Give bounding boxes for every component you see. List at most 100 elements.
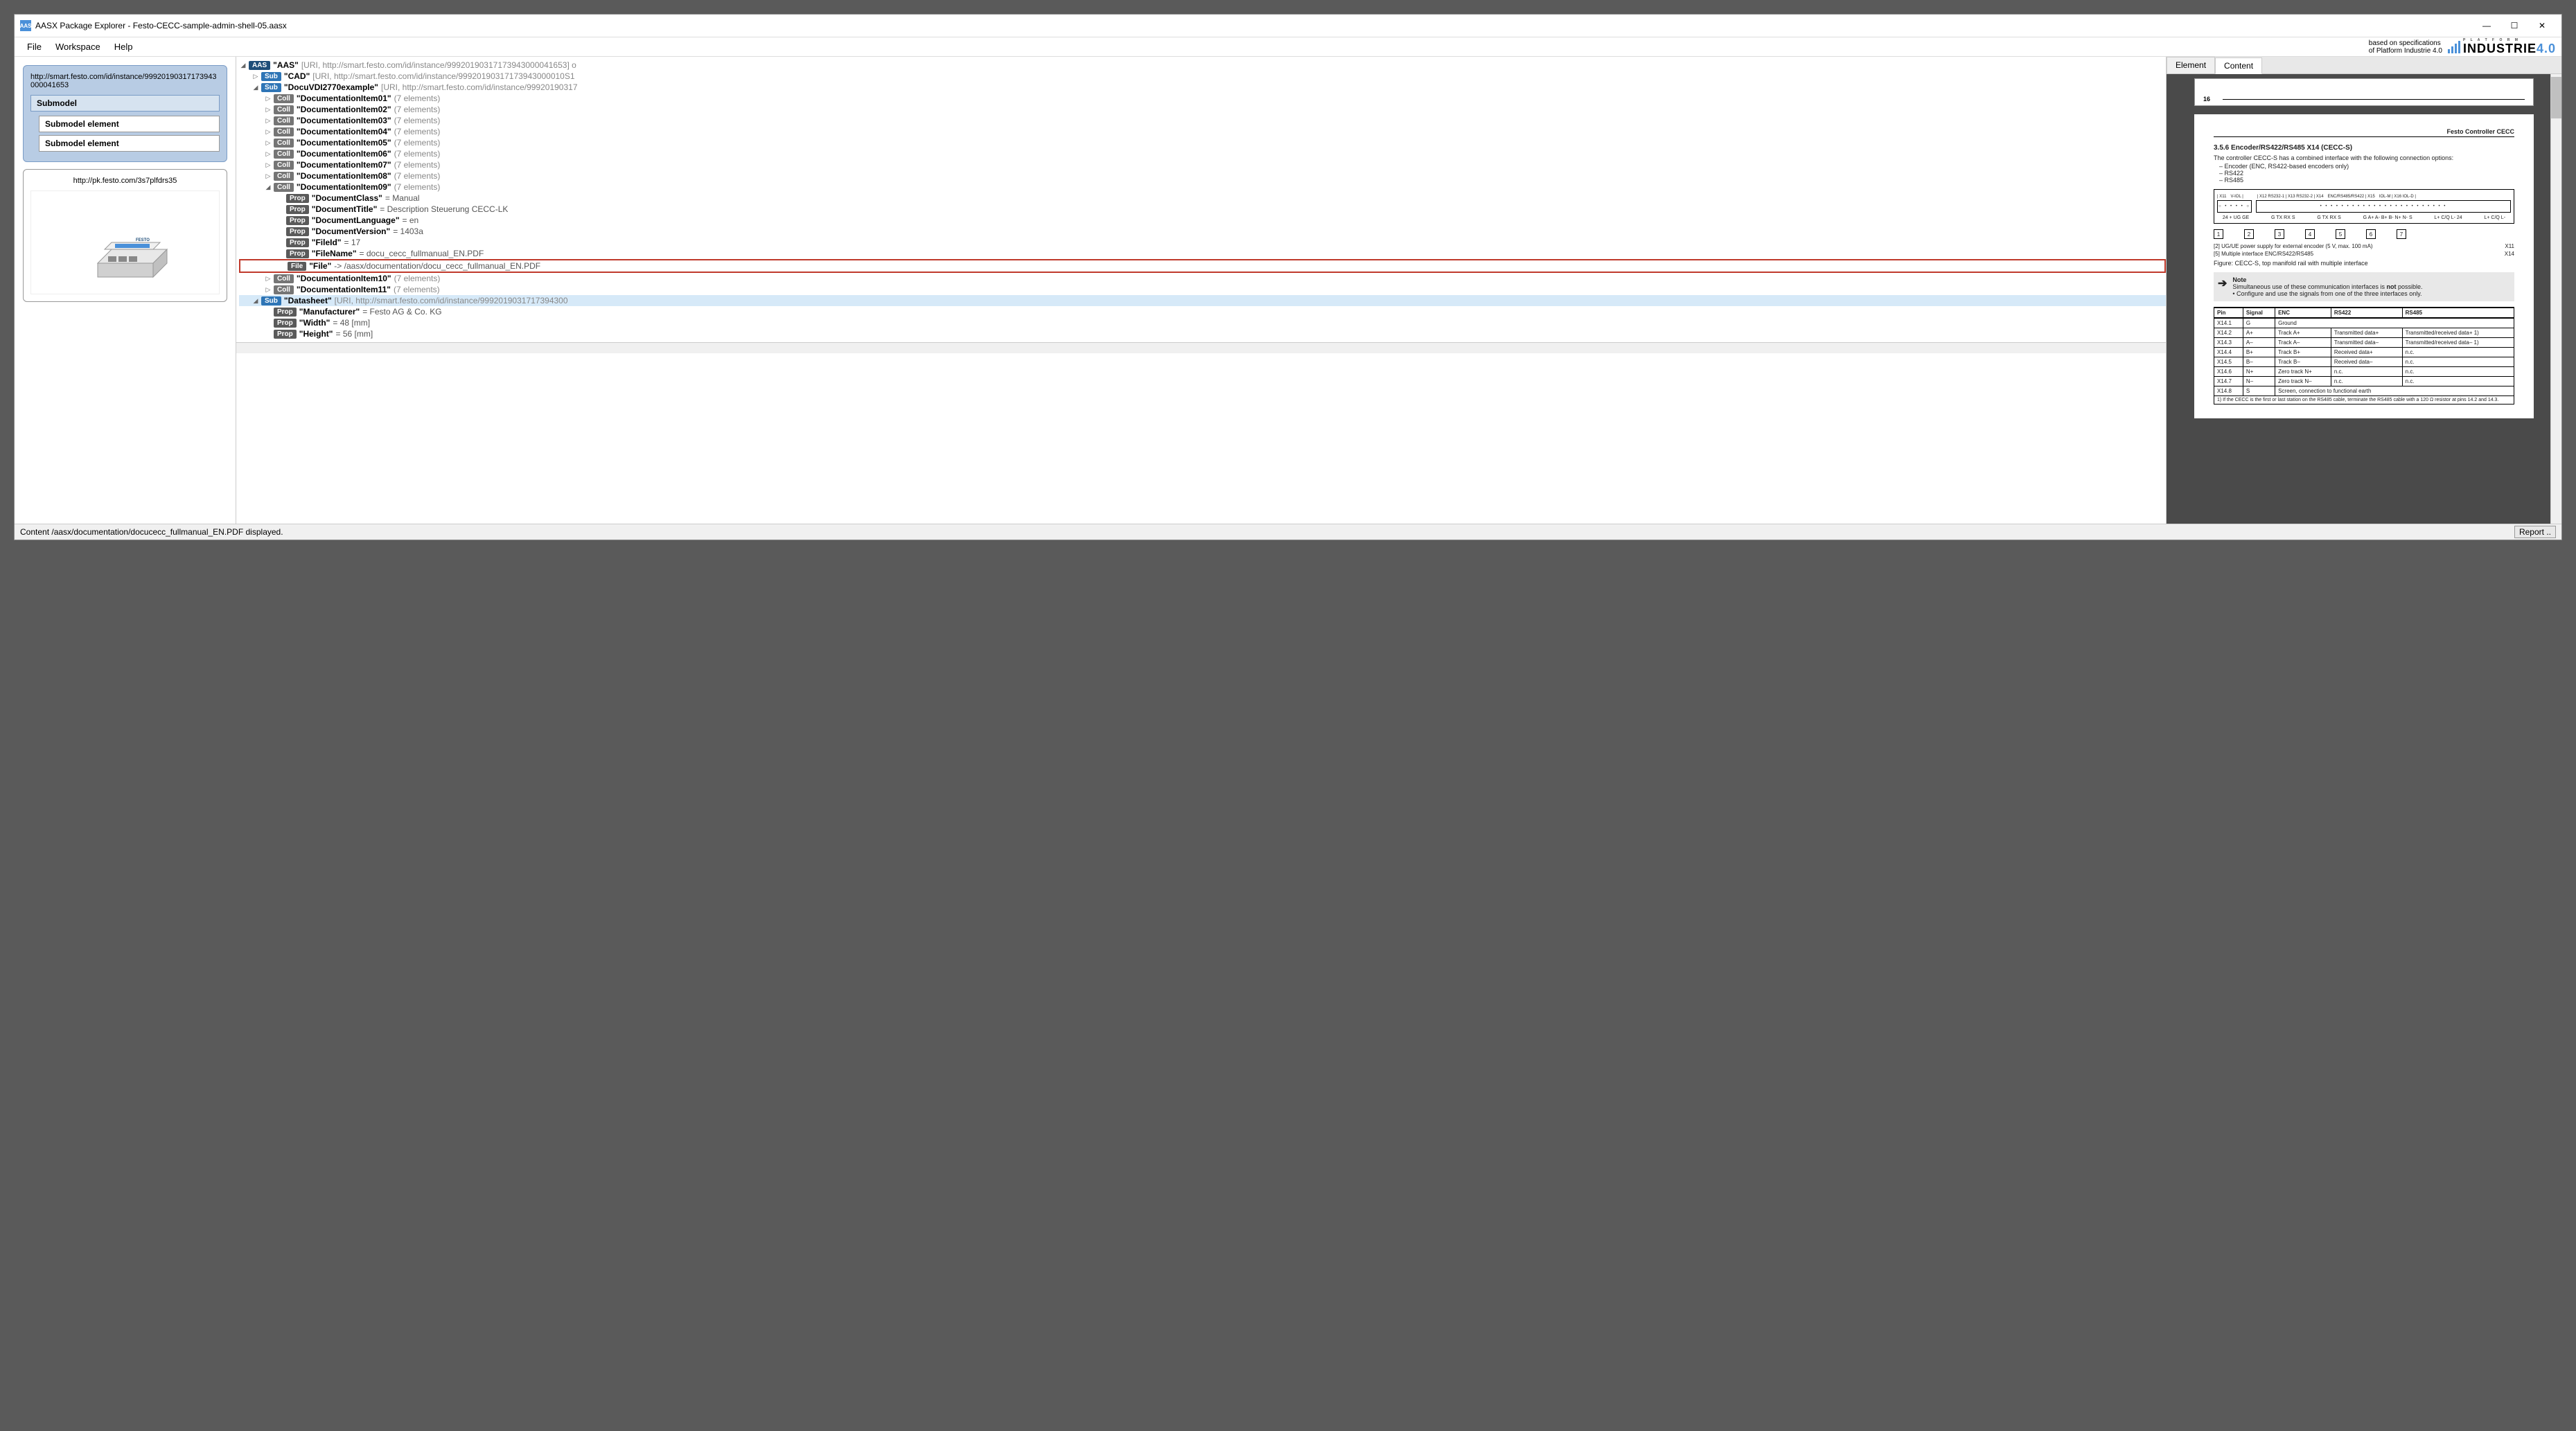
- tree-meta: (7 elements): [394, 274, 441, 283]
- tab-content[interactable]: Content: [2215, 57, 2262, 74]
- maximize-button[interactable]: ☐: [2500, 17, 2528, 34]
- status-text: Content /aasx/documentation/docucecc_ful…: [20, 527, 283, 537]
- tree-row[interactable]: ◢Sub"DocuVDI2770example"[URI, http://sma…: [239, 82, 2166, 93]
- content-view[interactable]: 16 Festo Controller CECC 3.5.6 Encoder/R…: [2167, 74, 2561, 524]
- tree-label: "FileName": [312, 249, 357, 258]
- expander-icon[interactable]: ▷: [264, 172, 272, 180]
- prev-page-number: 16: [2203, 96, 2210, 103]
- expander-icon[interactable]: ◢: [264, 184, 272, 191]
- tree-meta: [URI, http://smart.festo.com/id/instance…: [381, 82, 578, 92]
- svg-text:FESTO: FESTO: [136, 238, 150, 242]
- tree-label: "DocumentationItem08": [297, 171, 391, 181]
- submodel-element-2[interactable]: Submodel element: [39, 135, 220, 152]
- tab-element[interactable]: Element: [2167, 57, 2215, 73]
- tree-row[interactable]: ◢Sub"Datasheet"[URI, http://smart.festo.…: [239, 295, 2166, 306]
- tree-row[interactable]: ▷Coll"DocumentationItem01"(7 elements): [239, 93, 2166, 104]
- expander-icon[interactable]: ▷: [264, 139, 272, 147]
- expander-icon[interactable]: ◢: [252, 297, 260, 305]
- expander-icon[interactable]: ▷: [264, 117, 272, 125]
- submodel-button[interactable]: Submodel: [30, 95, 220, 112]
- spec-text: based on specifications of Platform Indu…: [2369, 39, 2442, 55]
- tree-row[interactable]: ◢Coll"DocumentationItem09"(7 elements): [239, 181, 2166, 193]
- content-vertical-scrollbar[interactable]: [2550, 74, 2561, 524]
- tree-row[interactable]: Prop"DocumentLanguage" = en: [239, 215, 2166, 226]
- tree-label: "DocumentClass": [312, 193, 382, 203]
- tree-row[interactable]: ▷Coll"DocumentationItem04"(7 elements): [239, 126, 2166, 137]
- tree-row[interactable]: ▷Coll"DocumentationItem10"(7 elements): [239, 273, 2166, 284]
- tree-row[interactable]: File"File" -> /aasx/documentation/docu_c…: [239, 259, 2166, 273]
- tree-label: "FileId": [312, 238, 342, 247]
- tree-panel[interactable]: ◢AAS"AAS"[URI, http://smart.festo.com/id…: [236, 57, 2167, 524]
- badge: Prop: [274, 319, 297, 328]
- main-area: http://smart.festo.com/id/instance/99920…: [15, 57, 2561, 524]
- tree-row[interactable]: ▷Sub"CAD"[URI, http://smart.festo.com/id…: [239, 71, 2166, 82]
- badge: Coll: [274, 127, 294, 136]
- product-image: FESTO: [30, 190, 220, 294]
- right-panel: Element Content 16 Festo Controller CECC…: [2167, 57, 2561, 524]
- badge: AAS: [249, 61, 270, 70]
- tree-row[interactable]: ▷Coll"DocumentationItem08"(7 elements): [239, 170, 2166, 181]
- tree-row[interactable]: Prop"Height" = 56 [mm]: [239, 328, 2166, 339]
- tree-meta: (7 elements): [394, 105, 441, 114]
- tree-row[interactable]: ▷Coll"DocumentationItem06"(7 elements): [239, 148, 2166, 159]
- expander-icon[interactable]: ▷: [264, 95, 272, 103]
- expander-icon[interactable]: ▷: [264, 106, 272, 114]
- expander-icon[interactable]: ▷: [264, 286, 272, 294]
- tree-row[interactable]: ◢AAS"AAS"[URI, http://smart.festo.com/id…: [239, 60, 2166, 71]
- tree-meta: (7 elements): [394, 116, 441, 125]
- note-box: ➔ Note Simultaneous use of these communi…: [2214, 272, 2514, 301]
- expander-icon[interactable]: ▷: [264, 275, 272, 283]
- tree-row[interactable]: ▷Coll"DocumentationItem07"(7 elements): [239, 159, 2166, 170]
- tree-row[interactable]: ▷Coll"DocumentationItem11"(7 elements): [239, 284, 2166, 295]
- badge: Coll: [274, 274, 294, 283]
- close-button[interactable]: ✕: [2528, 17, 2556, 34]
- expander-icon[interactable]: ▷: [252, 73, 260, 80]
- tree-meta: (7 elements): [394, 149, 441, 159]
- badge: Sub: [261, 83, 281, 92]
- tree-row[interactable]: Prop"Width" = 48 [mm]: [239, 317, 2166, 328]
- product-url: http://pk.festo.com/3s7plfdrs35: [30, 177, 220, 185]
- expander-icon[interactable]: ◢: [252, 84, 260, 91]
- options-list: Encoder (ENC, RS422-based encoders only)…: [2219, 163, 2514, 184]
- menu-help[interactable]: Help: [107, 39, 140, 55]
- tree-row[interactable]: Prop"FileName" = docu_cecc_fullmanual_EN…: [239, 248, 2166, 259]
- tree-row[interactable]: ▷Coll"DocumentationItem03"(7 elements): [239, 115, 2166, 126]
- expander-icon[interactable]: ▷: [264, 150, 272, 158]
- tree-row[interactable]: Prop"DocumentTitle" = Description Steuer…: [239, 204, 2166, 215]
- tree-row[interactable]: Prop"DocumentClass" = Manual: [239, 193, 2166, 204]
- badge: Prop: [286, 249, 309, 258]
- expander-icon[interactable]: ◢: [239, 62, 247, 69]
- tree-value: = Manual: [385, 193, 420, 203]
- menu-file[interactable]: File: [20, 39, 48, 55]
- menu-workspace[interactable]: Workspace: [48, 39, 107, 55]
- pin-table: PinSignalENCRS422RS485X14.1GGroundX14.2A…: [2214, 307, 2514, 396]
- tree-label: "DocumentationItem05": [297, 138, 391, 148]
- tree-row[interactable]: Prop"FileId" = 17: [239, 237, 2166, 248]
- titlebar: AAS AASX Package Explorer - Festo-CECC-s…: [15, 15, 2561, 37]
- expander-icon[interactable]: ▷: [264, 128, 272, 136]
- tree-label: "Manufacturer": [299, 307, 360, 317]
- tree-meta: (7 elements): [394, 182, 441, 192]
- tree-horizontal-scrollbar[interactable]: [236, 342, 2166, 353]
- expander-icon[interactable]: ▷: [264, 161, 272, 169]
- badge: Coll: [274, 161, 294, 170]
- minimize-button[interactable]: —: [2473, 17, 2500, 34]
- window-title: AASX Package Explorer - Festo-CECC-sampl…: [35, 21, 2473, 30]
- tree-label: "Datasheet": [284, 296, 332, 305]
- table-footnote: 1) If the CECC is the first or last stat…: [2214, 396, 2514, 405]
- tree-row[interactable]: Prop"Manufacturer" = Festo AG & Co. KG: [239, 306, 2166, 317]
- tree-meta: (7 elements): [394, 138, 441, 148]
- tree-row[interactable]: ▷Coll"DocumentationItem02"(7 elements): [239, 104, 2166, 115]
- tree-label: "DocumentationItem11": [297, 285, 391, 294]
- tree-value: = 17: [344, 238, 361, 247]
- statusbar: Content /aasx/documentation/docucecc_ful…: [15, 524, 2561, 540]
- tree-label: "AAS": [273, 60, 299, 70]
- tree-row[interactable]: Prop"DocumentVersion" = 1403a: [239, 226, 2166, 237]
- report-button[interactable]: Report ..: [2514, 526, 2556, 538]
- tabs: Element Content: [2167, 57, 2561, 74]
- badge: Prop: [286, 238, 309, 247]
- arrow-icon: ➔: [2218, 276, 2227, 297]
- submodel-element-1[interactable]: Submodel element: [39, 116, 220, 132]
- tree-row[interactable]: ▷Coll"DocumentationItem05"(7 elements): [239, 137, 2166, 148]
- badge: Coll: [274, 94, 294, 103]
